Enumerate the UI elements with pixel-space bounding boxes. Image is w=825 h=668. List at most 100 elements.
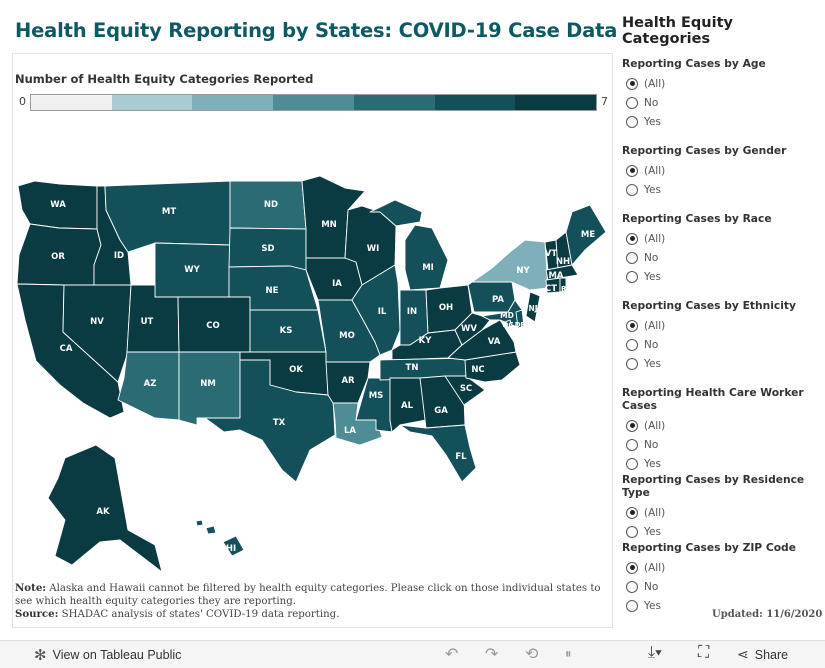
state-label: GA	[434, 406, 448, 416]
filter-option[interactable]: No	[622, 577, 796, 596]
filter-option-label: No	[644, 438, 659, 451]
radio-button-icon[interactable]	[626, 164, 638, 177]
state-nv[interactable]	[62, 284, 132, 383]
filter-option[interactable]: Yes	[622, 267, 772, 286]
filter-option[interactable]: (All)	[622, 416, 822, 435]
filter-option[interactable]: No	[622, 93, 766, 112]
filter-option[interactable]: (All)	[622, 229, 772, 248]
filter-option-label: Yes	[644, 115, 661, 128]
state-mi-upper[interactable]	[369, 199, 423, 227]
sidebar-title: Health Equity Categories	[622, 15, 733, 47]
radio-button-icon[interactable]	[626, 270, 638, 283]
radio-button-icon[interactable]	[626, 419, 638, 432]
state-label: DE	[515, 321, 526, 329]
radio-button-icon[interactable]	[626, 232, 638, 245]
state-label: AR	[341, 376, 355, 386]
filter-option[interactable]: Yes	[622, 522, 822, 541]
state-ak[interactable]	[47, 444, 163, 573]
view-on-tableau-public-label: View on Tableau Public	[52, 648, 182, 662]
radio-button-icon[interactable]	[626, 438, 638, 451]
filter-option[interactable]: Yes	[622, 454, 822, 473]
filter-option[interactable]: (All)	[622, 161, 786, 180]
state-label: OH	[439, 303, 453, 313]
undo-icon[interactable]: ↶	[445, 646, 459, 663]
legend-swatch	[192, 95, 274, 110]
share-button[interactable]: ⋖ Share	[737, 646, 788, 663]
filter-option[interactable]: No	[622, 435, 822, 454]
filter-option[interactable]: (All)	[622, 558, 796, 577]
state-label: MT	[162, 207, 176, 217]
state-label: UT	[141, 317, 154, 327]
filter-option[interactable]: Yes	[622, 180, 786, 199]
radio-button-icon[interactable]	[626, 96, 638, 109]
state-tx[interactable]	[204, 359, 336, 483]
state-label: IA	[332, 279, 342, 289]
radio-button-icon[interactable]	[626, 115, 638, 128]
state-hi[interactable]	[222, 535, 245, 557]
filter-option[interactable]: (All)	[622, 503, 822, 522]
filter-option[interactable]: Yes	[622, 596, 796, 615]
radio-button-icon[interactable]	[626, 183, 638, 196]
pause-icon[interactable]: ⏸	[565, 646, 572, 661]
legend-title: Number of Health Equity Categories Repor…	[15, 72, 314, 86]
filter-option-label: (All)	[644, 561, 666, 574]
state-mi[interactable]	[404, 224, 449, 291]
state-label: VA	[488, 337, 501, 347]
radio-button-icon[interactable]	[626, 599, 638, 612]
radio-button-icon[interactable]	[626, 319, 638, 332]
filter-group-title: Reporting Cases by Age	[622, 57, 766, 70]
filter-option-label: (All)	[644, 419, 666, 432]
state-hi-island-2[interactable]	[205, 525, 217, 535]
revert-icon[interactable]: ⟲	[525, 646, 539, 663]
filter-option[interactable]: Yes	[622, 112, 766, 131]
radio-button-icon[interactable]	[626, 561, 638, 574]
state-dc[interactable]	[504, 319, 513, 328]
state-label: NJ	[528, 304, 537, 313]
state-label: PA	[492, 295, 504, 305]
download-icon[interactable]: ⤓▾	[648, 644, 662, 661]
radio-button-icon[interactable]	[626, 357, 638, 370]
state-fl[interactable]	[399, 424, 477, 483]
filter-sidebar: Health Equity Categories Reporting Cases…	[622, 15, 822, 612]
radio-button-icon[interactable]	[626, 251, 638, 264]
state-il[interactable]	[351, 264, 401, 356]
legend-swatch	[31, 95, 112, 110]
radio-button-icon[interactable]	[626, 506, 638, 519]
filter-option[interactable]: Yes	[622, 354, 796, 373]
state-label: NC	[471, 365, 484, 375]
state-ma[interactable]	[545, 264, 579, 281]
map-note: Note: Alaska and Hawaii cannot be filter…	[15, 582, 611, 621]
radio-button-icon[interactable]	[626, 580, 638, 593]
state-label: KY	[419, 336, 433, 346]
state-sc[interactable]	[444, 375, 486, 406]
share-icon: ⋖	[737, 646, 749, 662]
state-la[interactable]	[332, 402, 383, 446]
fullscreen-icon[interactable]: ⛶	[698, 644, 710, 661]
state-de[interactable]	[515, 309, 525, 329]
view-on-tableau-public-button[interactable]: ✻ View on Tableau Public	[34, 646, 181, 664]
radio-button-icon[interactable]	[626, 525, 638, 538]
state-label: HI	[226, 544, 236, 554]
filter-group: Reporting Cases by Age (All) No Yes	[622, 57, 766, 131]
filter-option[interactable]: (All)	[622, 316, 796, 335]
filter-group: Reporting Cases by Ethnicity (All) No Yes	[622, 299, 796, 373]
radio-button-icon[interactable]	[626, 457, 638, 470]
redo-icon[interactable]: ↷	[485, 646, 499, 663]
radio-button-icon[interactable]	[626, 77, 638, 90]
filter-group: Reporting Health Care Worker Cases (All) N…	[622, 386, 822, 473]
state-ri[interactable]	[559, 277, 567, 293]
filter-option[interactable]: (All)	[622, 74, 766, 93]
radio-button-icon[interactable]	[626, 338, 638, 351]
state-label: MI	[422, 263, 434, 273]
filter-option[interactable]: No	[622, 335, 796, 354]
filter-group-title: Reporting Cases by Residence Type	[622, 473, 805, 499]
state-hi-island-3[interactable]	[195, 519, 204, 527]
filter-option[interactable]: No	[622, 248, 772, 267]
state-label: OR	[51, 252, 65, 262]
state-nj[interactable]	[525, 291, 541, 323]
share-label: Share	[754, 647, 789, 662]
state-label: WA	[50, 200, 66, 210]
state-label: NM	[200, 379, 216, 389]
state-label: NV	[90, 317, 104, 327]
state-label: IN	[407, 307, 417, 317]
